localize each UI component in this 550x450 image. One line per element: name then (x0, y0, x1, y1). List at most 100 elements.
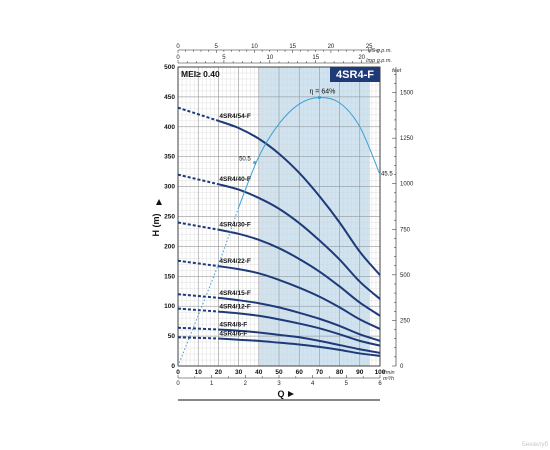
efficiency-start-point (253, 161, 257, 165)
y-tick-label: 150 (164, 273, 175, 280)
y-axis-title: H (m) (151, 214, 161, 237)
pump-curve-label: 4SR4/8-F (219, 322, 247, 329)
feet-tick-label: 1500 (400, 91, 414, 97)
usgpm-ticks: 0 5 10 15 20 25 (176, 44, 378, 53)
m3h-unit-label: m³/h (383, 376, 394, 382)
efficiency-curve (177, 95, 381, 367)
major-grid (177, 66, 381, 367)
m3h-tick-label: 0 (176, 381, 180, 387)
y-ticks-feet: 0 250 500 750 1000 1250 1500 (392, 74, 414, 370)
m3h-tick-label: 1 (210, 381, 214, 387)
feet-tick-label: 250 (400, 318, 411, 324)
y-tick-label: 50 (168, 333, 176, 340)
pump-curve (218, 310, 381, 347)
efficiency-peak-point (317, 95, 321, 100)
usgpm-tick-label: 15 (289, 44, 296, 50)
usgpm-unit-label: US g.p.m. (368, 48, 392, 54)
pump-curve-label: 4SR4/6-F (219, 330, 247, 337)
lmin-tick-label: 50 (275, 369, 283, 376)
y-tick-label: 250 (164, 214, 175, 221)
impgpm-tick-label: 15 (312, 55, 319, 61)
y-tick-label: 300 (164, 184, 175, 191)
lmin-tick-label: 30 (235, 369, 243, 376)
y-tick-label: 450 (164, 94, 175, 101)
x-ticks-m3h: 0 1 2 3 4 5 6 (176, 375, 382, 387)
y-axis-arrow-icon (156, 199, 162, 205)
impgpm-unit-label: Imp g.p.m. (366, 58, 392, 64)
mei-label: MEI≥ 0.40 (181, 69, 220, 79)
lmin-tick-label: 90 (356, 369, 364, 376)
y-tick-label: 400 (164, 124, 175, 131)
impgpm-tick-label: 5 (222, 55, 226, 61)
lmin-tick-label: 20 (215, 369, 223, 376)
pump-curve (218, 337, 381, 357)
pump-curve-label: 4SR4/40-F (219, 176, 250, 183)
usgpm-tick-label: 20 (328, 44, 335, 50)
efficiency-curve-dashed (177, 207, 240, 367)
pump-curve-dashed (177, 293, 219, 299)
pump-curve-dashed (177, 106, 219, 122)
usgpm-tick-label: 10 (251, 44, 258, 50)
pump-curve-dashed (177, 259, 219, 268)
pump-curve-dashed (177, 326, 219, 331)
pump-curve-dashed (177, 307, 219, 313)
pump-curve (218, 228, 381, 317)
impgpm-tick-label: 20 (358, 55, 365, 61)
pump-curve-label: 4SR4/15-F (219, 290, 250, 297)
m3h-tick-label: 5 (345, 381, 349, 387)
lmin-tick-label: 10 (195, 369, 203, 376)
feet-tick-label: 750 (400, 227, 411, 233)
lmin-tick-label: 70 (316, 369, 324, 376)
pump-curves (177, 106, 381, 357)
lmin-tick-label: 100 (375, 369, 386, 376)
y-tick-label: 350 (164, 154, 175, 161)
pump-curve-dashed (177, 336, 219, 340)
pump-curve-label: 4SR4/30-F (219, 222, 250, 229)
lmin-tick-label: 0 (176, 369, 180, 376)
feet-tick-label: 500 (400, 273, 411, 279)
efficiency-start-label: 50.5 (239, 157, 251, 163)
pump-curve-label: 4SR4/12-F (219, 304, 250, 311)
pump-curve-label: 4SR4/22-F (219, 258, 250, 265)
m3h-tick-label: 6 (378, 381, 382, 387)
pump-curve (218, 328, 381, 354)
model-title: 4SR4-F (336, 69, 374, 81)
y-tick-label: 100 (164, 303, 175, 310)
pump-curve (218, 119, 381, 276)
impgpm-tick-label: 0 (176, 55, 180, 61)
feet-tick-label: 0 (400, 364, 404, 370)
lmin-tick-label: 60 (296, 369, 304, 376)
model-badge (330, 67, 380, 82)
lmin-tick-label: 40 (255, 369, 263, 376)
usgpm-tick-label: 5 (215, 44, 219, 50)
impgpm-tick-label: 10 (266, 55, 273, 61)
y-tick-label: 200 (164, 243, 175, 250)
pump-curve (218, 265, 381, 330)
curve-labels: 4SR4/54-F 4SR4/40-F 4SR4/30-F 4SR4/22-F 4SR4… (219, 113, 250, 338)
lmin-tick-label: 80 (336, 369, 344, 376)
pump-curve (218, 296, 381, 342)
watermark: Бензклуб (522, 442, 549, 448)
efficiency-label: η = 64% (309, 88, 335, 95)
efficiency-curve-line (238, 96, 381, 208)
usgpm-tick-label: 0 (176, 44, 180, 50)
usgpm-tick-label: 25 (366, 44, 373, 50)
y-tick-label: 0 (171, 363, 175, 370)
pump-curve-dashed (177, 221, 219, 231)
x-axis-arrow-icon (288, 391, 294, 397)
m3h-tick-label: 2 (244, 381, 248, 387)
feet-unit-label: feet (392, 68, 402, 74)
feet-tick-label: 1000 (400, 182, 414, 188)
y-tick-label: 500 (164, 64, 175, 71)
pump-curve-dashed (177, 173, 219, 186)
efficiency-end-label: 45.5 (381, 172, 393, 178)
y-ticks-meters: 0 50 100 150 200 250 300 350 400 450 500 (164, 64, 175, 370)
lmin-unit-label: l/min (383, 370, 395, 376)
impgpm-ticks: 0 5 10 15 20 (176, 55, 372, 63)
x-ticks-lmin: 0 10 20 30 40 50 60 70 80 90 100 (176, 369, 386, 376)
plot-frame (177, 66, 381, 367)
feet-tick-label: 1250 (400, 136, 414, 142)
m3h-tick-label: 3 (277, 381, 281, 387)
m3h-tick-label: 4 (311, 381, 315, 387)
